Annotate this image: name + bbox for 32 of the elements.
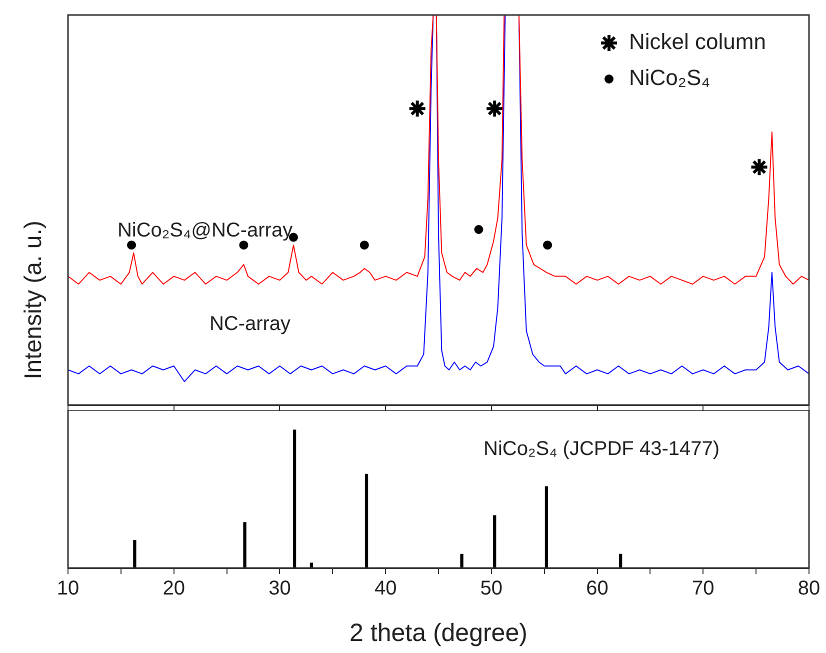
point [360,240,369,250]
point [543,240,552,250]
point [127,240,136,250]
x-tick-label: 10 [56,578,80,600]
bar [618,554,622,568]
point [485,99,504,118]
x-tick-label: 40 [374,578,397,600]
series-label: NiCo₂S₄@NC-array [117,219,293,242]
annotation: NiCo₂S₄ (JCPDF 43-1477) [484,438,720,460]
bar [460,554,464,568]
bar [310,562,314,568]
y-axis-title: Intensity (a. u.) [20,220,48,380]
x-tick-label: 50 [480,578,503,600]
bar [292,430,296,568]
bar [493,515,496,568]
x-tick-label: 30 [268,578,291,600]
x-tick-label: 80 [798,578,820,600]
bar [243,522,246,568]
bar [544,486,548,568]
x-tick-label: 20 [162,578,185,600]
x-tick-label: 60 [586,578,608,600]
point [408,99,427,118]
point [239,240,248,250]
series-label: NC-array [209,312,291,335]
x-axis-title: 2 theta (degree) [350,618,528,647]
legend-label: NiCo₂S₄ [629,65,710,90]
x-tick-label: 70 [692,578,714,600]
bar [364,474,368,568]
legend-label: Nickel column [629,29,766,54]
point [474,225,484,234]
bar [133,540,136,568]
point [750,158,769,177]
